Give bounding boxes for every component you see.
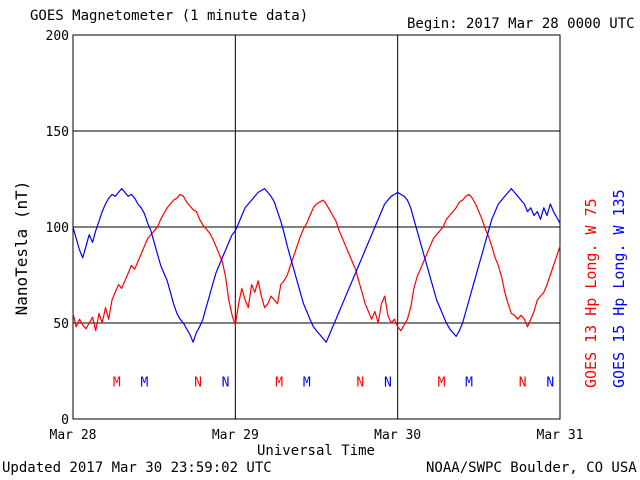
y-tick-label: 100	[46, 221, 69, 236]
begin-timestamp: Begin: 2017 Mar 28 0000 UTC	[407, 16, 635, 32]
x-tick-labels: Mar 28 Mar 29 Mar 30 Mar 31	[50, 428, 584, 443]
x-tick-label: Mar 31	[537, 428, 584, 443]
updated-timestamp: Updated 2017 Mar 30 23:59:02 UTC	[2, 460, 272, 476]
noon-marker-m: M	[438, 375, 446, 390]
noon-marker-n: N	[194, 375, 202, 390]
grid	[72, 34, 561, 420]
y-axis-label: NanoTesla (nT)	[12, 181, 31, 316]
legend-goes15: GOES 15 Hp Long. W 135	[610, 189, 628, 388]
noon-marker-m: M	[303, 375, 311, 390]
x-tick-label: Mar 30	[374, 428, 421, 443]
noon-marker-m: M	[465, 375, 473, 390]
noon-marker-n: N	[356, 375, 364, 390]
x-tick-label: Mar 29	[212, 428, 259, 443]
noon-marker-m: M	[113, 375, 121, 390]
y-tick-labels: 0 50 100 150 200	[46, 29, 69, 428]
series-line-goes15	[72, 188, 561, 343]
x-axis-label: Universal Time	[257, 443, 375, 459]
credit-text: NOAA/SWPC Boulder, CO USA	[426, 460, 637, 476]
y-tick-label: 0	[61, 413, 69, 428]
noon-marker-n: N	[519, 375, 527, 390]
noon-marker-n: N	[384, 375, 392, 390]
x-tick-label: Mar 28	[50, 428, 97, 443]
series	[72, 188, 561, 343]
y-tick-label: 50	[53, 317, 69, 332]
chart-title: GOES Magnetometer (1 minute data)	[30, 8, 309, 24]
series-line-goes13	[72, 193, 561, 332]
y-tick-label: 200	[46, 29, 69, 44]
noon-marker-m: M	[141, 375, 149, 390]
legend-goes13: GOES 13 Hp Long. W 75	[582, 198, 600, 388]
noon-marker-m: M	[275, 375, 283, 390]
noon-marker-n: N	[222, 375, 230, 390]
y-tick-label: 150	[46, 125, 69, 140]
noon-marker-n: N	[546, 375, 554, 390]
